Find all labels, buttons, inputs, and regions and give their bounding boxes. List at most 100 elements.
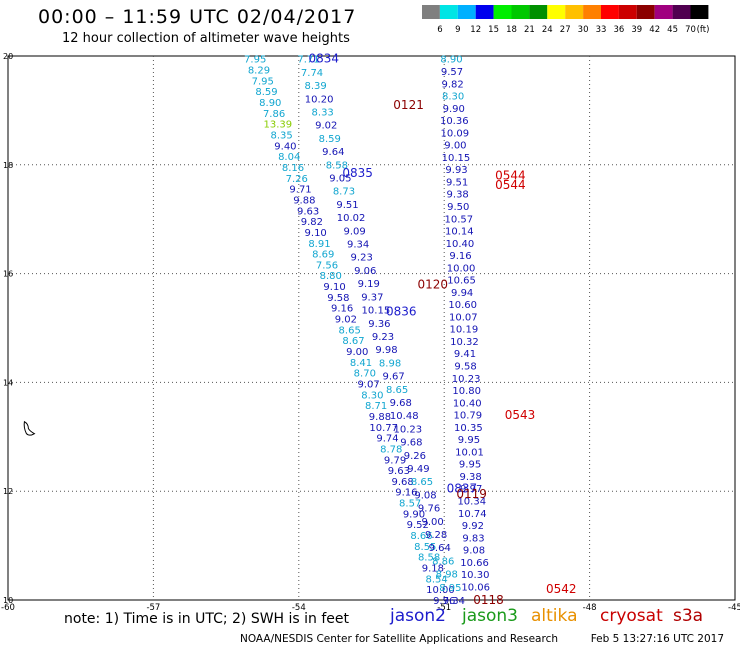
track-middle: 7.717.748.3910.208.339.028.599.648.589.0… [297, 55, 465, 607]
wave-height-label: 9.97 [460, 484, 482, 495]
satellite-label-altika: altika [531, 606, 578, 626]
wave-height-label: 8.04 [278, 152, 300, 163]
wave-height-label: 9.41 [454, 349, 476, 360]
pass-time-label: 0837 [447, 481, 478, 495]
wave-height-label: 9.68 [390, 398, 412, 409]
pass-time-label: 0542 [546, 582, 577, 596]
wave-height-label: 9.08 [463, 546, 485, 557]
wave-height-label: 8.66 [410, 531, 432, 542]
wave-height-label: 8.71 [365, 401, 387, 412]
wave-height-label: 9.63 [388, 466, 410, 477]
lon-tick-label: -45 [728, 603, 740, 613]
lat-tick-label: 10 [3, 596, 13, 605]
lat-tick-label: 20 [3, 52, 13, 61]
pass-time-label: 0544 [495, 178, 526, 192]
wave-height-label: 8.59 [319, 134, 341, 145]
wave-height-label: 9.94 [451, 288, 473, 299]
wave-height-label: 10.40 [453, 398, 482, 409]
wave-height-label: 7.56 [316, 260, 338, 271]
wave-height-label: 9.10 [323, 282, 345, 293]
colorbar-unit: (ft) [697, 25, 710, 35]
wave-height-label: 9.16 [449, 251, 471, 262]
colorbar-swatch [475, 5, 494, 19]
lat-tick-label: 14 [3, 378, 13, 387]
wave-height-label: 7.95 [252, 76, 274, 87]
colorbar-swatch [583, 5, 601, 19]
wave-height-label: 9.74 [376, 434, 398, 445]
wave-height-label: 9.40 [274, 141, 296, 152]
wave-height-label: 8.90 [259, 98, 281, 109]
colorbar-tick-label: 15 [488, 25, 499, 35]
wave-height-label: 9.52 [407, 520, 429, 531]
satellite-label-jason2: jason2 [390, 606, 446, 626]
wave-height-label: 8.29 [248, 66, 270, 77]
wave-height-label: 9.37 [361, 292, 383, 303]
wave-height-label: 9.88 [293, 195, 315, 206]
wave-height-label: 8.98 [379, 358, 401, 369]
track-east: 8.909.579.828.309.9010.3610.099.0010.159… [440, 55, 490, 594]
wave-height-label: 8.86 [432, 556, 454, 567]
wave-height-label: 9.08 [414, 490, 436, 501]
wave-height-label: 10.07 [449, 312, 478, 323]
wave-height-label: 8.30 [361, 390, 383, 401]
wave-height-label: 8.35 [271, 130, 293, 141]
wave-height-label: 8.90 [440, 55, 462, 66]
colorbar-swatch [654, 5, 673, 19]
page-subtitle: 12 hour collection of altimeter wave hei… [62, 31, 350, 46]
pass-time-label: 0544 [495, 169, 526, 183]
wave-height-label: 10.06 [461, 582, 490, 593]
wave-height-label: 10.80 [452, 386, 481, 397]
wave-height-label: 8.55 [414, 542, 436, 553]
wave-height-label: 10.14 [445, 227, 474, 238]
wave-height-label: 10.20 [305, 94, 334, 105]
wave-height-label: 9.02 [335, 315, 357, 326]
wave-height-label: 8.59 [255, 87, 277, 98]
wave-height-label: 13.39 [264, 120, 293, 131]
wave-height-label: 9.88 [369, 412, 391, 423]
wave-height-label: 9.36 [368, 319, 390, 330]
wave-height-label: 9.07 [357, 379, 379, 390]
wave-height-label: 10.00 [447, 263, 476, 274]
wave-height-label: 8.65 [339, 325, 361, 336]
wave-height-label: 8.95 [439, 583, 461, 594]
colorbar-swatch [529, 5, 548, 19]
colorbar-tick-label: 39 [631, 25, 642, 35]
wave-height-label: 9.95 [459, 460, 481, 471]
lon-tick-label: -48 [583, 603, 597, 613]
wave-height-label: 8.67 [342, 336, 364, 347]
wave-height-label: 7.86 [263, 109, 285, 120]
wave-height-label: 9.23 [372, 332, 394, 343]
note-text: note: 1) Time is in UTC; 2) SWH is in fe… [64, 611, 350, 627]
footer-credit: NOAA/NESDIS Center for Satellite Applica… [240, 633, 558, 645]
wave-height-label: 9.63 [297, 206, 319, 217]
wave-height-label: 9.57 [441, 67, 463, 78]
pass-time-label: 0543 [505, 408, 536, 422]
wave-height-label: 10.09 [441, 128, 470, 139]
pass-time-label: 0120 [418, 277, 449, 291]
wave-height-label: 8.80 [320, 271, 342, 282]
wave-height-label: 10.66 [460, 558, 489, 569]
wave-height-label: 9.10 [305, 228, 327, 239]
wave-height-label: 8.54 [426, 574, 448, 585]
wave-height-label: 9.00 [346, 347, 368, 358]
wave-height-label: 10.36 [440, 116, 469, 127]
satellite-label-jason3: jason3 [462, 606, 518, 626]
wave-height-label: 9.51 [446, 177, 468, 188]
wave-height-label: 9.82 [301, 217, 323, 228]
wave-height-label: 9.06 [354, 266, 376, 277]
colorbar-tick-label: 12 [470, 25, 481, 35]
wave-height-label: 9.92 [462, 521, 484, 532]
wave-height-label: 8.33 [312, 108, 334, 119]
colorbar-tick-label: 18 [506, 25, 517, 35]
wave-height-label: 8.73 [333, 187, 355, 198]
wave-height-label: 8.70 [354, 369, 376, 380]
wave-height-label: 10.34 [457, 496, 486, 507]
wave-height-label: 9.34 [443, 596, 465, 607]
colorbar: 6 9 12 15 18 21 24 27 30 33 36 39 42 45 70 (ft) [422, 5, 710, 35]
wave-height-label: 9.09 [343, 226, 365, 237]
colorbar-swatch [439, 5, 458, 19]
wave-height-label: 7.95 [244, 55, 266, 66]
colorbar-tick-label: 42 [649, 25, 660, 35]
colorbar-tick-label: 33 [596, 25, 607, 35]
